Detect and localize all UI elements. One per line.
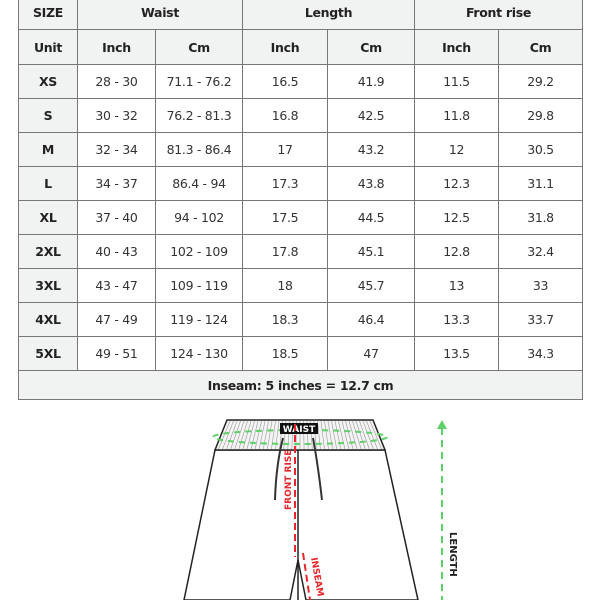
inseam-note: Inseam: 5 inches = 12.7 cm <box>17 370 584 400</box>
waist-header: Waist <box>76 0 244 30</box>
size-header: SIZE <box>18 0 78 30</box>
value-cell: 45.1 <box>327 234 416 269</box>
value-cell: 43.8 <box>327 166 416 201</box>
length-header: Length <box>242 0 416 30</box>
value-cell: 41.9 <box>327 64 416 99</box>
front-rise-label: FRONT RISE <box>284 450 294 510</box>
value-cell: 29.2 <box>498 64 584 99</box>
value-cell: 43 - 47 <box>77 268 156 303</box>
size-cell: L <box>18 166 78 201</box>
table-row: M 32 - 34 81.3 - 86.4 17 43.2 12 30.5 <box>18 132 584 167</box>
value-cell: 28 - 30 <box>77 64 156 99</box>
size-cell: 5XL <box>18 336 78 371</box>
value-cell: 18.5 <box>242 336 329 371</box>
value-cell: 46.4 <box>327 302 416 337</box>
value-cell: 29.8 <box>498 98 584 133</box>
value-cell: 76.2 - 81.3 <box>154 98 244 133</box>
waist-label-box <box>280 423 318 434</box>
value-cell: 32.4 <box>498 234 584 269</box>
unit-header: Inch <box>77 29 156 65</box>
value-cell: 17.3 <box>242 166 329 201</box>
value-cell: 34 - 37 <box>77 166 156 201</box>
size-cell: 3XL <box>18 268 78 303</box>
value-cell: 47 - 49 <box>77 302 156 337</box>
unit-header: Cm <box>154 29 244 65</box>
value-cell: 40 - 43 <box>77 234 156 269</box>
table-row: XL 37 - 40 94 - 102 17.5 44.5 12.5 31.8 <box>18 200 584 235</box>
table-row: S 30 - 32 76.2 - 81.3 16.8 42.5 11.8 29.8 <box>18 98 584 133</box>
size-cell: S <box>18 98 78 133</box>
value-cell: 119 - 124 <box>154 302 244 337</box>
value-cell: 124 - 130 <box>154 336 244 371</box>
value-cell: 17.8 <box>242 234 329 269</box>
unit-header: Cm <box>498 29 584 65</box>
size-cell: 2XL <box>18 234 78 269</box>
waist-measure-line <box>212 429 388 445</box>
inseam-line <box>302 552 311 600</box>
size-cell: XS <box>18 64 78 99</box>
value-cell: 81.3 - 86.4 <box>154 132 244 167</box>
front-rise-header: Front rise <box>414 0 584 30</box>
length-arrow-icon <box>437 420 447 429</box>
size-chart-table: SIZE Waist Length Front rise Unit Inch Cm I… <box>17 0 584 400</box>
value-cell: 12.3 <box>414 166 500 201</box>
value-cell: 30.5 <box>498 132 584 167</box>
value-cell: 17 <box>242 132 329 167</box>
drawstrings <box>274 437 323 501</box>
table-row: 2XL 40 - 43 102 - 109 17.8 45.1 12.8 32.4 <box>18 234 584 269</box>
value-cell: 13.5 <box>414 336 500 371</box>
value-cell: 94 - 102 <box>154 200 244 235</box>
waist-label: WAIST <box>283 425 316 435</box>
value-cell: 12.8 <box>414 234 500 269</box>
value-cell: 44.5 <box>327 200 416 235</box>
header-group-row: SIZE Waist Length Front rise <box>18 0 584 30</box>
value-cell: 17.5 <box>242 200 329 235</box>
value-cell: 71.1 - 76.2 <box>154 64 244 99</box>
value-cell: 37 - 40 <box>77 200 156 235</box>
value-cell: 12.5 <box>414 200 500 235</box>
value-cell: 12 <box>414 132 500 167</box>
value-cell: 33.7 <box>498 302 584 337</box>
value-cell: 31.8 <box>498 200 584 235</box>
size-cell: XL <box>18 200 78 235</box>
value-cell: 18.3 <box>242 302 329 337</box>
footer-row: Inseam: 5 inches = 12.7 cm <box>17 370 584 400</box>
length-label: LENGTH <box>447 532 458 577</box>
unit-header: Inch <box>242 29 329 65</box>
value-cell: 13.3 <box>414 302 500 337</box>
value-cell: 30 - 32 <box>77 98 156 133</box>
unit-label: Unit <box>18 29 78 65</box>
